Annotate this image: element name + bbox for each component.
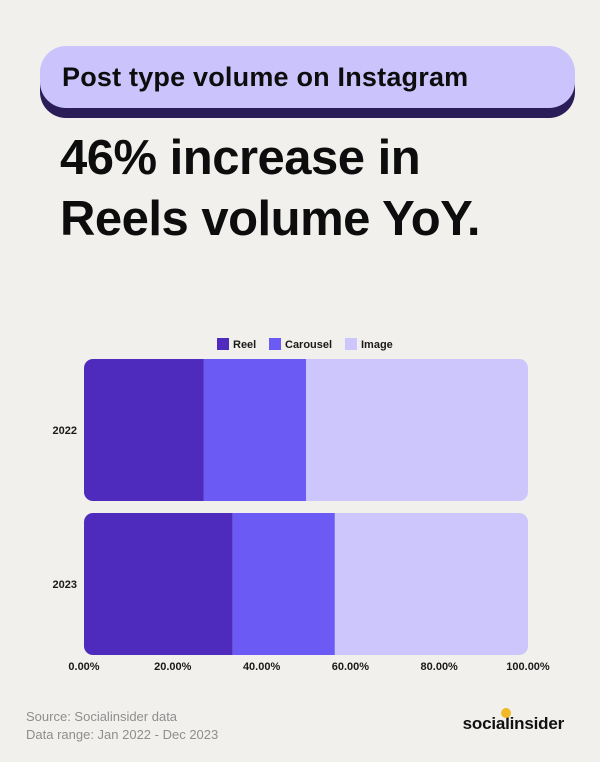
legend-swatch-image bbox=[345, 338, 357, 350]
x-tick-label: 60.00% bbox=[332, 661, 370, 673]
legend-swatch-reel bbox=[217, 338, 229, 350]
headline: 46% increase in Reels volume YoY. bbox=[60, 128, 580, 250]
title-pill: Post type volume on Instagram bbox=[40, 46, 575, 108]
bar-2022-reel bbox=[84, 359, 204, 501]
y-tick-label: 2022 bbox=[53, 425, 77, 437]
bar-2023-image bbox=[334, 513, 528, 655]
legend-label-image: Image bbox=[361, 339, 393, 351]
x-tick-label: 20.00% bbox=[154, 661, 192, 673]
y-tick-label: 2023 bbox=[53, 579, 77, 591]
legend-label-carousel: Carousel bbox=[285, 339, 332, 351]
headline-line-2: Reels volume YoY. bbox=[60, 192, 481, 246]
footer: Source: Socialinsider data Data range: J… bbox=[26, 708, 218, 744]
brand-logo: socialinsider bbox=[462, 708, 565, 734]
x-tick-label: 40.00% bbox=[243, 661, 281, 673]
pill-title: Post type volume on Instagram bbox=[62, 61, 469, 92]
x-tick-label: 80.00% bbox=[421, 661, 459, 673]
bar-2022-carousel bbox=[203, 359, 306, 501]
brand-text: socialinsider bbox=[462, 714, 565, 733]
bar-2023-carousel bbox=[232, 513, 335, 655]
headline-line-1: 46% increase in bbox=[60, 131, 421, 185]
bar-2022-image bbox=[306, 359, 528, 501]
stacked-bar-chart: Reel Carousel Image 2022 2023 0.00% 20.00% 40.0… bbox=[53, 338, 550, 673]
range-text: Data range: Jan 2022 - Dec 2023 bbox=[26, 727, 219, 742]
legend-swatch-carousel bbox=[269, 338, 281, 350]
x-tick-label: 0.00% bbox=[68, 661, 99, 673]
source-text: Source: Socialinsider data bbox=[26, 709, 178, 724]
bar-2023-reel bbox=[84, 513, 233, 655]
brand-dot-icon bbox=[500, 708, 511, 718]
legend-label-reel: Reel bbox=[233, 339, 256, 351]
x-tick-label: 100.00% bbox=[506, 661, 550, 673]
